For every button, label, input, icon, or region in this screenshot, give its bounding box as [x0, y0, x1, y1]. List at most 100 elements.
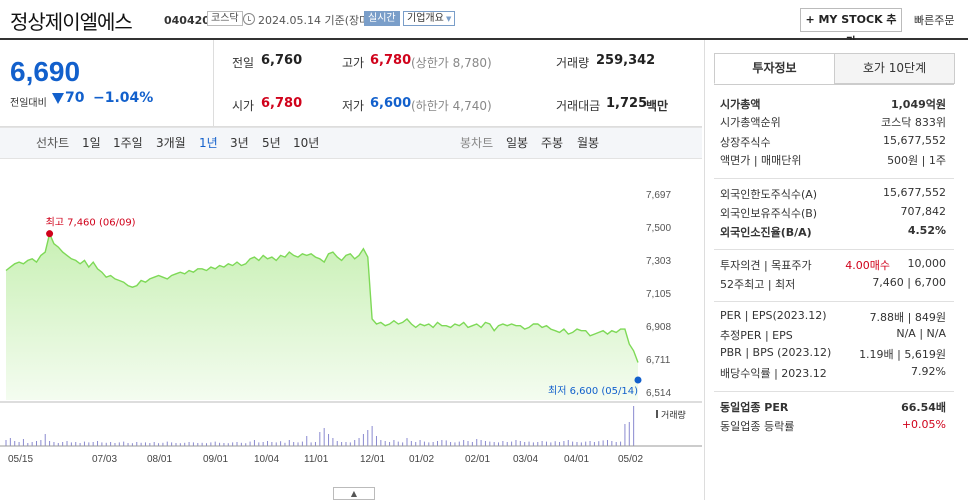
volume-bar — [179, 443, 181, 446]
add-mystock-button[interactable]: + MY STOCK 추가 — [800, 8, 902, 48]
volume-label: 거래량 — [556, 56, 590, 70]
tab-investment-info[interactable]: 투자정보 — [714, 53, 835, 84]
volume-bar — [358, 438, 360, 446]
reference-date: 2024.05.14 기준(장마감) — [258, 14, 384, 27]
x-tick-label: 04/01 — [564, 454, 589, 465]
volume-bar — [83, 441, 85, 446]
volume-bar — [476, 439, 478, 446]
current-price: 6,690 — [10, 56, 81, 87]
candle-monthly[interactable]: 월봉 — [577, 136, 600, 150]
volume-bar — [44, 434, 46, 446]
realtime-button[interactable]: 실시간 — [364, 11, 400, 26]
volume-bar — [628, 422, 630, 446]
volume-legend-mark — [656, 410, 658, 418]
volume-bar — [354, 440, 356, 446]
info-value: 15,677,552 — [883, 134, 946, 147]
volume-bar — [14, 441, 16, 446]
volume-bar — [593, 442, 595, 446]
volume-bar — [219, 442, 221, 446]
volume-bar — [62, 442, 64, 446]
y-tick-label: 6,908 — [646, 322, 671, 333]
volume-bar — [502, 441, 504, 446]
volume-bar — [280, 441, 282, 446]
investment-info-panel — [704, 40, 968, 500]
volume-bar — [550, 442, 552, 446]
lower-limit: (하한가 4,740) — [411, 99, 492, 113]
volume-bar — [323, 428, 325, 446]
volume-bar — [105, 442, 107, 446]
stock-code: 040420 — [164, 14, 210, 27]
volume-bar — [27, 443, 29, 446]
period-1y[interactable]: 1년 — [199, 136, 218, 150]
volume-bar — [545, 441, 547, 446]
volume-bar — [384, 441, 386, 446]
low-label: 저가 — [342, 99, 365, 113]
volume-bar — [171, 442, 173, 446]
x-tick-label: 03/04 — [513, 454, 538, 465]
min-point — [634, 376, 642, 384]
price-change: 70 — [65, 90, 85, 106]
period-1d[interactable]: 1일 — [82, 136, 101, 150]
volume-bar — [79, 443, 81, 446]
volume-bar — [284, 442, 286, 446]
company-overview-label: 기업개요 — [407, 13, 444, 24]
x-tick-label: 09/01 — [203, 454, 228, 465]
volume-bar — [310, 442, 312, 446]
period-10y[interactable]: 10년 — [293, 136, 320, 150]
info-label: 외국인한도주식수(A) — [720, 188, 818, 201]
candle-weekly[interactable]: 주봉 — [541, 136, 564, 150]
volume-bar — [362, 434, 364, 446]
volume-bar — [184, 442, 186, 446]
volume-bar — [223, 443, 225, 446]
volume-bar — [410, 441, 412, 446]
x-tick-label: 01/02 — [409, 454, 434, 465]
quick-order-button[interactable]: 빠른주문 — [914, 14, 955, 27]
company-overview-dropdown[interactable]: 기업개요 ▼ — [403, 11, 456, 26]
info-label: 시가총액 — [720, 98, 761, 111]
period-5y[interactable]: 5년 — [262, 136, 281, 150]
info-label: 외국인소진율(B/A) — [720, 226, 812, 239]
divider — [213, 40, 214, 126]
volume-bar — [611, 441, 613, 446]
period-1w[interactable]: 1주일 — [113, 136, 143, 150]
volume-bar — [249, 441, 251, 446]
period-3y[interactable]: 3년 — [230, 136, 249, 150]
volume-bar — [293, 442, 295, 446]
divider — [714, 84, 954, 85]
volume-bar — [345, 442, 347, 446]
volume-bar — [297, 442, 299, 446]
volume-bar — [314, 442, 316, 446]
volume-bar — [40, 440, 42, 446]
volume-bar — [262, 442, 264, 446]
min-label: 최저 6,600 (05/14) — [548, 385, 638, 397]
candle-daily[interactable]: 일봉 — [506, 136, 529, 150]
high-value: 6,780 — [370, 53, 412, 68]
info-value: 7.92% — [911, 365, 946, 378]
volume-bar — [210, 442, 212, 446]
volume-bar — [585, 441, 587, 446]
volume-bar — [441, 440, 443, 446]
volume-bar — [554, 441, 556, 446]
info-label: 외국인보유주식수(B) — [720, 207, 818, 220]
volume-bar — [271, 442, 273, 446]
volume-bar — [428, 442, 430, 446]
info-value: 15,677,552 — [883, 186, 946, 199]
x-tick-label: 05/02 — [618, 454, 643, 465]
volume-bar — [66, 441, 68, 446]
divider — [714, 178, 954, 179]
volume-bar — [576, 442, 578, 446]
info-value: 1,049억원 — [890, 98, 946, 111]
y-tick-label: 6,514 — [646, 388, 671, 399]
volume-bar — [92, 442, 94, 446]
chevron-up-icon[interactable]: ▲ — [333, 487, 375, 500]
price-area — [6, 233, 638, 400]
volume-bar — [467, 441, 469, 446]
volume-bar — [253, 440, 255, 446]
info-value: 7.88배 | 849원 — [869, 311, 946, 324]
info-value: 4.52% — [907, 224, 946, 237]
period-3m[interactable]: 3개월 — [156, 136, 186, 150]
tab-order-book[interactable]: 호가 10단계 — [834, 53, 955, 84]
info-value: 10,000 — [907, 257, 947, 270]
volume-bar — [606, 440, 608, 446]
